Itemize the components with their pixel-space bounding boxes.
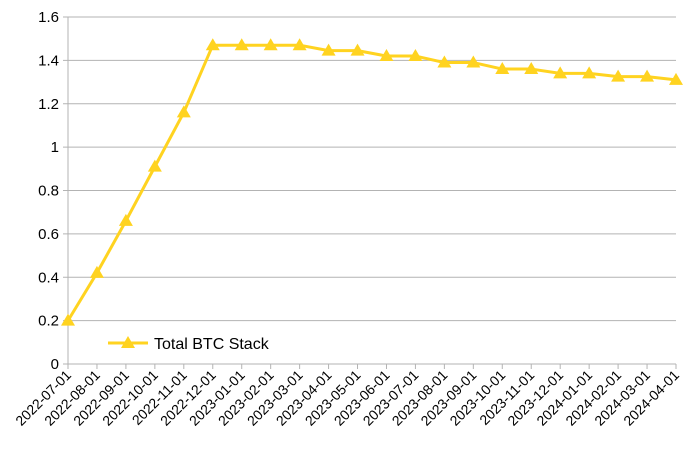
y-tick-label: 0.2 <box>38 313 59 330</box>
y-tick-label: 1.6 <box>38 9 59 26</box>
data-point-marker <box>466 55 481 68</box>
data-point-marker <box>61 313 75 326</box>
data-point-marker <box>582 66 597 79</box>
x-axis-tick-labels: 2022-07-012022-08-012022-09-012022-10-01… <box>12 367 682 429</box>
y-tick-label: 0.6 <box>38 226 59 243</box>
series-total-btc-stack <box>61 38 683 326</box>
y-tick-label: 0.4 <box>38 269 59 286</box>
data-point-marker <box>669 72 683 85</box>
data-point-marker <box>89 265 104 278</box>
legend-triangle-marker <box>121 336 135 348</box>
data-point-marker <box>234 38 249 51</box>
y-tick-label: 0 <box>51 356 59 373</box>
data-point-marker <box>118 213 133 226</box>
y-axis-tick-labels: 0 0.2 0.4 0.6 0.8 1 1.2 1.4 1.6 <box>38 9 59 373</box>
data-point-marker <box>640 69 655 82</box>
y-tick-label: 0.8 <box>38 183 59 200</box>
data-point-marker <box>263 38 278 51</box>
data-point-marker <box>147 159 162 172</box>
data-point-marker <box>408 49 423 62</box>
data-point-marker <box>205 38 220 51</box>
data-point-marker <box>524 62 539 75</box>
data-point-marker <box>495 62 510 75</box>
grid-lines <box>68 16 676 365</box>
series-line-total-btc-stack <box>66 43 677 322</box>
data-point-marker <box>437 55 452 68</box>
y-tick-label: 1 <box>51 139 59 156</box>
data-point-marker <box>321 43 336 56</box>
data-point-marker <box>611 69 626 82</box>
data-point-marker <box>176 105 191 118</box>
data-point-marker <box>350 43 365 56</box>
legend: Total BTC Stack <box>108 336 270 353</box>
legend-label: Total BTC Stack <box>154 336 270 353</box>
y-tick-label: 1.4 <box>38 52 59 69</box>
data-point-marker <box>553 66 568 79</box>
data-point-marker <box>292 38 307 51</box>
axes <box>63 16 677 369</box>
y-tick-label: 1.2 <box>38 96 59 113</box>
data-point-marker <box>379 49 394 62</box>
